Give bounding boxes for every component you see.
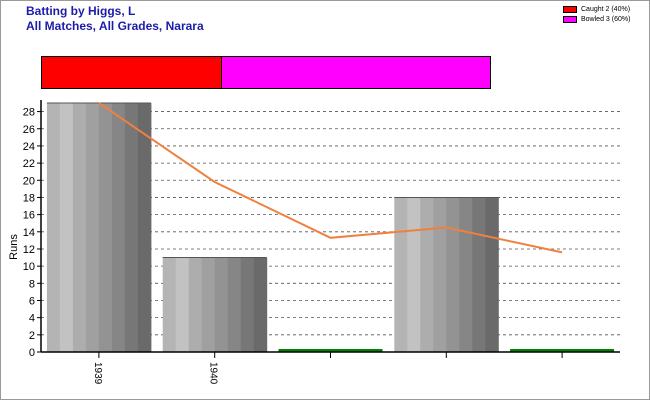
bar-zero: [278, 349, 383, 352]
bar-shade: [459, 197, 473, 352]
dismissal-segment-bowled: [220, 57, 490, 88]
y-tick-label: 24: [23, 141, 35, 153]
bar: [162, 257, 268, 352]
bar-shade: [201, 257, 216, 352]
bar: [46, 102, 152, 352]
legend-item-caught: Caught 2 (40%): [563, 4, 630, 14]
legend-swatch-caught: [563, 5, 577, 13]
dismissal-segment-caught: [42, 57, 221, 88]
bar-shade: [394, 197, 408, 352]
bar-shade: [72, 103, 87, 352]
bar-shade: [253, 257, 268, 352]
bar-shade: [124, 103, 139, 352]
y-tick-label: 16: [23, 210, 35, 222]
legend-swatch-bowled: [563, 15, 577, 23]
y-tick-label: 28: [23, 107, 35, 119]
y-tick-label: 18: [23, 192, 35, 204]
legend: Caught 2 (40%) Bowled 3 (60%): [563, 4, 630, 24]
y-tick-label: 26: [23, 124, 35, 136]
bar-shade: [472, 197, 486, 352]
bar-shade: [98, 103, 113, 352]
x-tick-label: 1940: [208, 362, 219, 385]
bar-zero: [510, 349, 615, 352]
bar-shade: [59, 103, 74, 352]
y-tick-label: 0: [29, 347, 35, 359]
bar-shade: [420, 197, 434, 352]
y-tick-label: 2: [29, 330, 35, 342]
x-tick-label: 1939: [92, 362, 103, 385]
chart-title: Batting by Higgs, L: [26, 4, 136, 18]
bar-shade: [85, 103, 100, 352]
bar: [394, 196, 499, 352]
chart-subtitle: All Matches, All Grades, Narara: [26, 19, 204, 33]
bar-shade: [485, 197, 499, 352]
y-tick-label: 6: [29, 295, 35, 307]
bar-shade: [446, 197, 460, 352]
y-tick-label: 20: [23, 175, 35, 187]
legend-item-bowled: Bowled 3 (60%): [563, 14, 630, 24]
bar-shade: [46, 103, 61, 352]
bar-shade: [175, 257, 190, 352]
y-tick-label: 12: [23, 244, 35, 256]
trend-line: [98, 102, 563, 254]
y-tick-label: 10: [23, 261, 35, 273]
bar-shade: [137, 103, 152, 352]
bar-shade: [227, 257, 242, 352]
legend-label-caught: Caught 2 (40%): [581, 5, 631, 13]
bar-shade: [240, 257, 255, 352]
y-tick-label: 22: [23, 158, 35, 170]
dismissal-proportion-bar: [41, 56, 491, 89]
y-tick-label: 14: [23, 227, 35, 239]
bar-shade: [214, 257, 229, 352]
y-tick-label: 8: [29, 278, 35, 290]
bar-shade: [111, 103, 126, 352]
bar-shade: [162, 257, 177, 352]
bar-shade: [188, 257, 203, 352]
y-tick-label: 4: [29, 313, 35, 325]
legend-label-bowled: Bowled 3 (60%): [581, 15, 631, 23]
bar-shade: [407, 197, 421, 352]
bar-shade: [433, 197, 447, 352]
